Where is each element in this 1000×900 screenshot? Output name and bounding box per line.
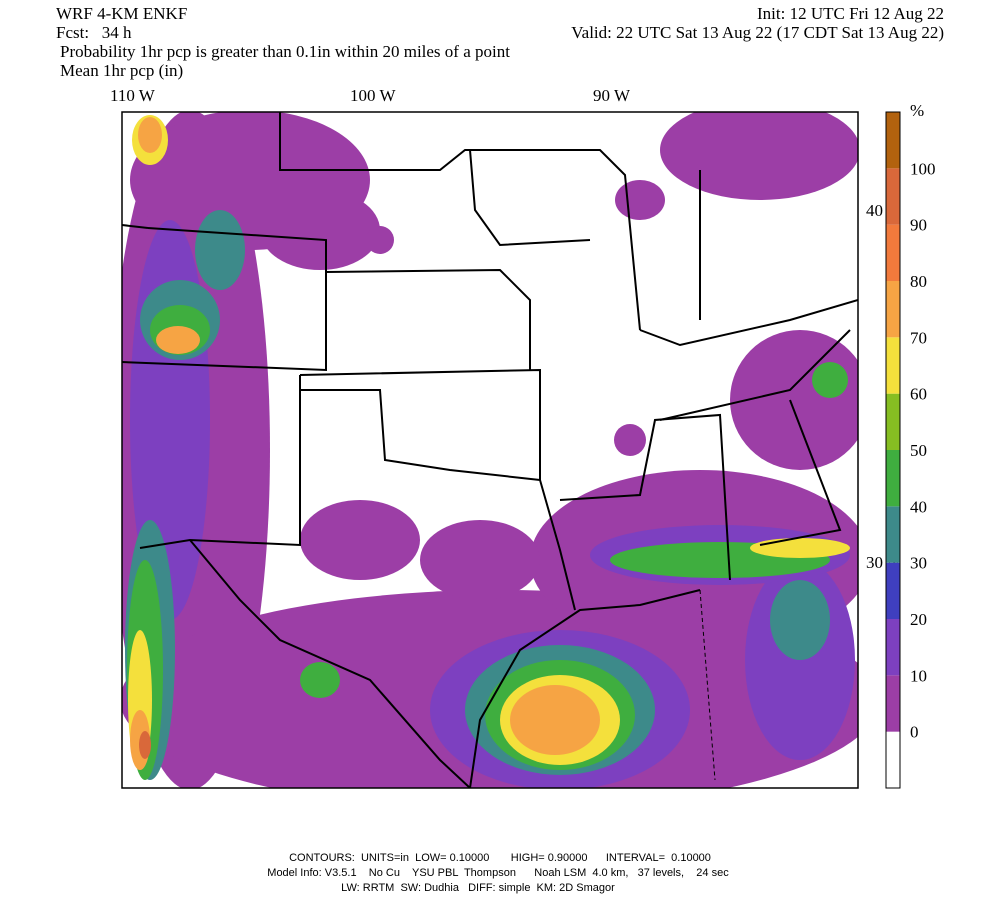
colorbar-label: 0 [910, 723, 919, 742]
colorbar-segment [886, 224, 900, 281]
colorbar-segment [886, 337, 900, 394]
colorbar-segment [886, 675, 900, 732]
colorbar-segment [886, 112, 900, 169]
colorbar-segment [886, 168, 900, 225]
physics-info: LW: RRTM SW: Dudhia DIFF: simple KM: 2D … [341, 882, 615, 894]
colorbar-label: 90 [910, 216, 927, 235]
field-title: Probability 1hr pcp is greater than 0.1i… [60, 42, 510, 61]
colorbar-segment [886, 731, 900, 788]
colorbar: 0 10 20 30 40 50 60 70 80 90 100% [885, 101, 936, 789]
colorbar-unit: % [910, 101, 924, 120]
colorbar-segment [886, 450, 900, 507]
init-time: Init: 12 UTC Fri 12 Aug 22 [757, 4, 944, 23]
colorbar-segment [886, 393, 900, 450]
model-info: Model Info: V3.5.1 No Cu YSU PBL Thompso… [267, 867, 729, 879]
map [122, 112, 858, 788]
contour-info: CONTOURS: UNITS=in LOW= 0.10000 HIGH= 0.… [289, 852, 711, 864]
colorbar-label: 40 [910, 497, 927, 516]
colorbar-frame [885, 111, 901, 789]
colorbar-label: 60 [910, 385, 927, 404]
colorbar-label: 10 [910, 666, 927, 685]
model-name: WRF 4-KM ENKF [56, 4, 187, 23]
colorbar-label: 30 [910, 554, 927, 573]
lon-label: 90 W [593, 86, 631, 105]
colorbar-label: 20 [910, 610, 927, 629]
colorbar-segment [886, 506, 900, 563]
forecast-hour: Fcst: 34 h [56, 23, 132, 42]
colorbar-label: 50 [910, 441, 927, 460]
lon-label: 110 W [110, 86, 156, 105]
contour-title: Mean 1hr pcp (in) [60, 61, 183, 80]
colorbar-label: 70 [910, 328, 927, 347]
colorbar-segment [886, 281, 900, 338]
valid-time: Valid: 22 UTC Sat 13 Aug 22 (17 CDT Sat … [571, 23, 944, 42]
colorbar-segment [886, 619, 900, 676]
colorbar-label: 100 [910, 159, 936, 178]
colorbar-segment [886, 562, 900, 619]
lon-label: 100 W [350, 86, 396, 105]
colorbar-label: 80 [910, 272, 927, 291]
